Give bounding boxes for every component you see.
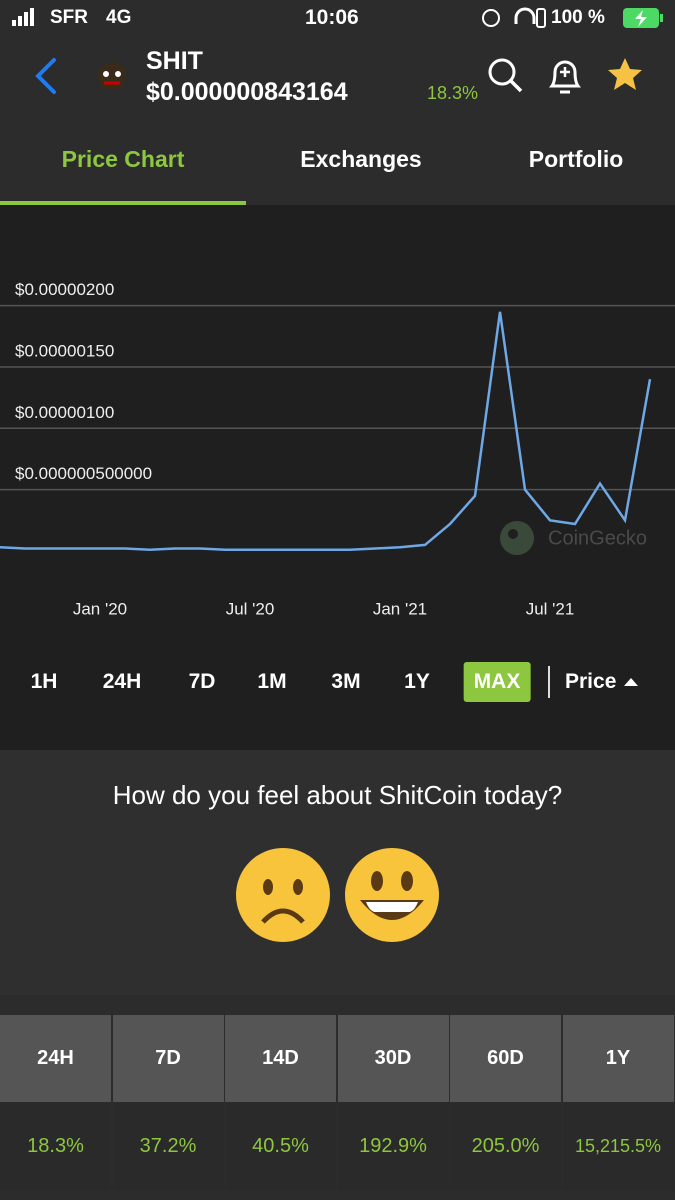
divider [548, 666, 550, 698]
range-button[interactable]: 7D [188, 670, 216, 693]
table-header-cell: 24H [0, 1015, 111, 1102]
x-tick-label: Jul '21 [526, 599, 575, 618]
range-button[interactable]: 1Y [404, 670, 430, 693]
table-header-cell: 60D [450, 1015, 561, 1102]
dropdown-arrow [624, 678, 639, 687]
happy-button[interactable] [345, 848, 439, 942]
carrier: SFR [50, 7, 88, 28]
range-button[interactable]: 24H [102, 670, 142, 693]
back-button[interactable] [35, 58, 56, 94]
y-tick-label: $0.00000200 [15, 280, 114, 299]
table-cell: 40.5% [225, 1103, 336, 1190]
network: 4G [106, 7, 132, 28]
tab[interactable]: Portfolio [528, 146, 624, 172]
sad-button[interactable] [236, 848, 330, 942]
y-tick-label: $0.000000500000 [15, 464, 152, 483]
sentiment-panel: How do you feel about ShitCoin today? [0, 750, 675, 995]
table-cell: 192.9% [337, 1103, 449, 1190]
watermark: CoinGecko [548, 527, 647, 549]
tab[interactable]: Exchanges [300, 146, 422, 172]
table-header-cell: 30D [337, 1015, 449, 1102]
coin-symbol: SHIT [146, 47, 203, 75]
coin-icon [98, 62, 126, 90]
price-line [0, 311, 652, 552]
x-tick-label: Jan '20 [73, 599, 127, 618]
tab-bar: Price Chart Exchanges Portfolio [0, 120, 675, 205]
range-button[interactable]: 1H [30, 670, 58, 693]
price-chart: $0.000000500000 $0.00000100 $0.00000150 $0.… [0, 205, 675, 650]
tab[interactable]: Price Chart [61, 146, 185, 172]
table-header-cell: 14D [225, 1015, 336, 1102]
table-header-cell: 7D [112, 1015, 224, 1102]
table-header-cell: 1Y [562, 1015, 674, 1102]
status-bar: SFR 4G 10:06 100 % [0, 0, 675, 36]
range-button[interactable]: MAX [463, 662, 531, 702]
alert-button[interactable] [549, 60, 581, 94]
header: SHIT $0.000000843164 18.3% [0, 36, 675, 120]
header-icons [35, 58, 642, 94]
range-button[interactable]: 1M [257, 670, 287, 693]
table-cell: 15,215.5% [562, 1103, 674, 1190]
sentiment-question: How do you feel about ShitCoin today? [112, 780, 563, 810]
x-tick-label: Jul '20 [226, 599, 275, 618]
watermark-logo [500, 521, 534, 555]
price-change: 18.3% [427, 83, 479, 103]
y-tick-label: $0.00000150 [15, 341, 114, 360]
metric-selector[interactable]: Price [565, 662, 639, 702]
x-tick-label: Jan '21 [373, 599, 427, 618]
battery: 100 % [551, 7, 605, 28]
favorite-button[interactable] [608, 58, 642, 90]
table-cell: 18.3% [0, 1103, 111, 1190]
y-tick-label: $0.00000100 [15, 403, 114, 422]
tab-indicator [0, 201, 246, 205]
search-button[interactable] [488, 58, 523, 93]
range-button[interactable]: 3M [331, 670, 361, 693]
sentiment-buttons [236, 848, 439, 942]
table-cell: 37.2% [112, 1103, 224, 1190]
metric-label: Price [565, 670, 617, 693]
time: 10:06 [305, 6, 359, 29]
range-selector: 1H 24H 7D 1M 3M 1Y MAX Price [0, 650, 675, 750]
status-icons [12, 7, 663, 28]
table-cell: 205.0% [450, 1103, 561, 1190]
coin-price: $0.000000843164 [146, 78, 348, 106]
